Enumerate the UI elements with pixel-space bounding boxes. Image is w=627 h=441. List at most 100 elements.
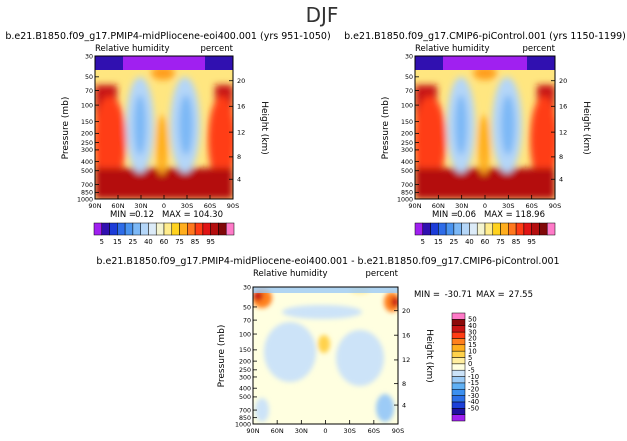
colorbar-label: -30 xyxy=(468,392,479,400)
positive-anomaly xyxy=(253,291,263,301)
colorbar-swatch xyxy=(163,222,173,236)
colorbar-label: 25 xyxy=(450,238,459,246)
colorbar-swatch xyxy=(451,401,466,409)
min-value: 0.06 xyxy=(457,210,476,220)
colorbar-panel-b: 5 15 25 40 60 75 85 95 xyxy=(414,222,556,246)
y-axis-title: Pressure (mb) xyxy=(61,97,71,160)
negative-anomaly xyxy=(264,322,316,382)
stratosphere-blue-left xyxy=(95,56,123,70)
colorbar-swatch xyxy=(155,222,165,236)
max-value: 118.96 xyxy=(515,210,545,220)
colorbar-swatch xyxy=(109,222,118,236)
x-tick-label: 60S xyxy=(204,202,216,210)
page-title: DJF xyxy=(306,3,339,27)
y-tick-label: 300 xyxy=(401,147,413,154)
y-tick-label: 300 xyxy=(239,374,251,381)
y-tick-label: 70 xyxy=(85,88,93,95)
negative-anomaly xyxy=(376,394,394,422)
x-tick-label: 90N xyxy=(408,202,421,210)
colorbar-label: -20 xyxy=(468,386,479,394)
stratosphere-blue-left xyxy=(415,56,443,70)
colorbar-label: -40 xyxy=(468,398,479,406)
dry-core-left xyxy=(134,95,146,155)
colorbar-swatch xyxy=(539,222,548,236)
y-tick-label: 500 xyxy=(81,168,93,175)
colorbar-label: 5 xyxy=(468,354,472,362)
x-tick-label: 30N xyxy=(134,202,147,210)
y-tick-label: 150 xyxy=(239,347,251,354)
colorbar-swatch xyxy=(445,222,455,236)
x-tick-label: 0 xyxy=(483,202,487,210)
colorbar-swatch xyxy=(438,222,447,236)
height-tick-label: 12 xyxy=(559,128,567,136)
colorbar-label: 5 xyxy=(100,238,104,246)
y-tick-label: 400 xyxy=(401,159,413,166)
x-tick-label: 90S xyxy=(392,427,404,435)
min-label: MIN = xyxy=(432,210,458,220)
colorbar-swatch xyxy=(218,222,227,236)
y-tick-label: 100 xyxy=(401,102,413,109)
colorbar-label: 40 xyxy=(144,238,153,246)
stratosphere-negative xyxy=(253,287,398,293)
y-tick-label: 850 xyxy=(81,190,93,197)
y-tick-label: 700 xyxy=(81,182,93,189)
colorbar-swatch xyxy=(492,222,501,236)
colorbar-swatch xyxy=(523,222,532,236)
colorbar-swatch xyxy=(451,312,466,320)
colorbar-label: 85 xyxy=(512,238,521,246)
colorbar-swatch xyxy=(140,222,149,236)
colorbar-label: 60 xyxy=(160,238,169,246)
colorbar-swatch xyxy=(171,222,180,236)
min-label: MIN = xyxy=(110,210,136,220)
y-tick-label: 50 xyxy=(85,74,93,81)
colorbar-label: 75 xyxy=(175,238,184,246)
x-tick-label: 90N xyxy=(246,427,259,435)
x-tick-label: 0 xyxy=(162,202,166,210)
colorbar-swatch xyxy=(515,222,525,236)
colorbar-label: -50 xyxy=(468,405,479,413)
colorbar-label: -5 xyxy=(468,366,475,374)
heatmap-field xyxy=(95,56,233,199)
positive-anomaly xyxy=(391,297,398,307)
max-value: 104.30 xyxy=(193,210,223,220)
colorbar-swatch xyxy=(451,388,466,396)
y-tick-label: 200 xyxy=(401,131,413,138)
colorbar-swatch xyxy=(225,222,235,236)
y-tick-label: 250 xyxy=(401,140,413,147)
colorbar-swatch xyxy=(508,222,517,236)
colorbar-label: 5 xyxy=(421,238,425,246)
chart-panel-picontrol: b.e21.B1850.f09_g17.CMIP6-piControl.001 … xyxy=(344,31,626,220)
colorbar-swatch xyxy=(101,222,110,236)
colorbar-swatch xyxy=(451,382,466,390)
x-tick-label: 30S xyxy=(343,427,355,435)
height-tick-label: 20 xyxy=(237,77,245,85)
colorbar-swatch xyxy=(422,222,431,236)
colorbar-label: -10 xyxy=(468,373,479,381)
subtitle-units: percent xyxy=(522,44,555,54)
max-label: MAX = xyxy=(484,210,513,220)
stratosphere-dry-band xyxy=(415,56,555,70)
colorbar-swatch xyxy=(451,363,466,371)
y-tick-label: 50 xyxy=(405,74,413,81)
y-tick-label: 700 xyxy=(401,182,413,189)
heatmap-field xyxy=(253,287,398,424)
x-tick-label: 90N xyxy=(88,202,101,210)
y-tick-label: 150 xyxy=(81,119,93,126)
height-tick-label: 8 xyxy=(559,153,563,161)
colorbar-label: 20 xyxy=(468,335,477,343)
colorbar-swatch xyxy=(500,222,509,236)
colorbar-swatch xyxy=(531,222,540,236)
colorbar-swatch xyxy=(451,344,466,352)
colorbar-swatch xyxy=(451,414,466,422)
height-tick-label: 8 xyxy=(237,153,241,161)
height-tick-label: 4 xyxy=(559,176,563,184)
x-tick-label: 30N xyxy=(455,202,468,210)
x-tick-label: 90S xyxy=(549,202,561,210)
colorbar-swatch xyxy=(451,395,466,403)
min-value: -30.71 xyxy=(445,290,472,300)
stratosphere-blue-right xyxy=(527,56,555,70)
negative-anomaly xyxy=(282,305,362,319)
tropical-moist-column xyxy=(478,115,490,175)
subtitle-variable: Relative humidity xyxy=(253,269,328,279)
